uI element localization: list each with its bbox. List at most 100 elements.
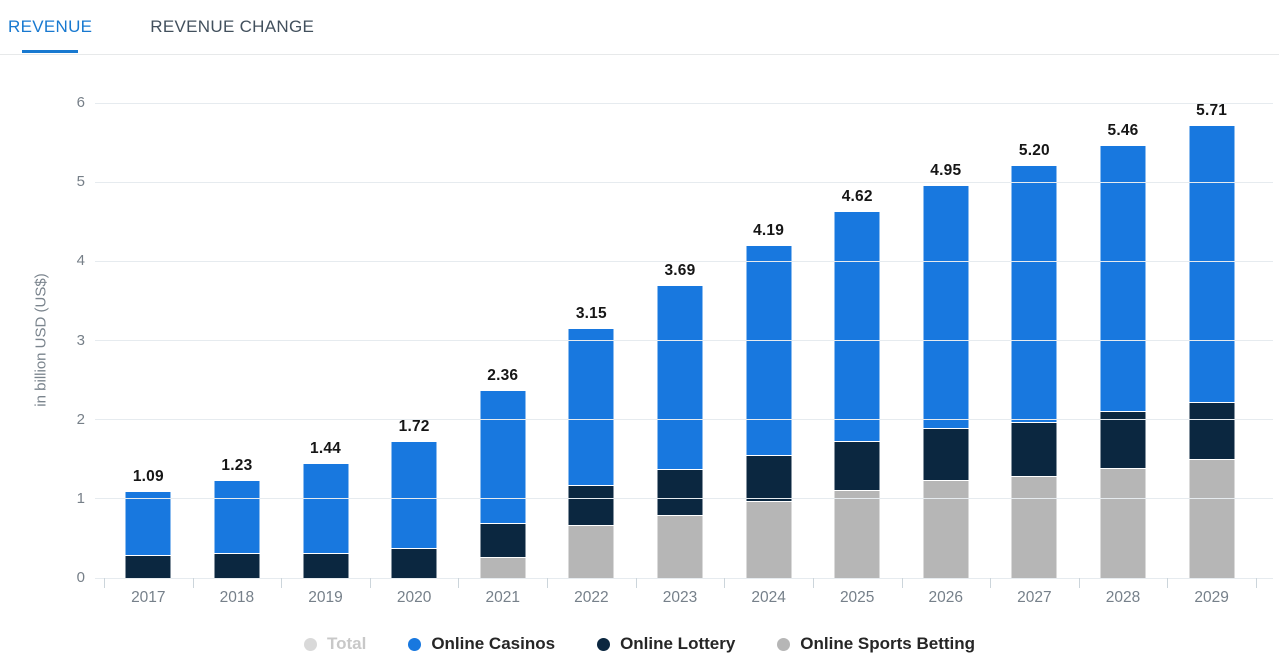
legend-item-online-casinos[interactable]: Online Casinos <box>408 634 555 654</box>
x-axis-tick <box>104 578 105 588</box>
bar-column-2025: 4.62 2025 <box>813 103 902 606</box>
x-axis-tick <box>1256 578 1257 588</box>
bar-column-2019: 1.44 2019 <box>281 103 370 606</box>
bar-value-label-2018: 1.23 <box>221 456 253 474</box>
bar-segment-online-casinos[interactable] <box>568 328 614 486</box>
bar-value-label-2019: 1.44 <box>310 440 341 457</box>
bar-segment-online-lottery[interactable] <box>834 441 880 491</box>
bar-segment-online-lottery[interactable] <box>1189 402 1235 460</box>
bar-segment-online-lottery[interactable] <box>214 553 260 578</box>
bar-column-2026: 4.95 2026 <box>901 103 990 606</box>
bar-segment-online-casinos[interactable] <box>657 285 703 469</box>
bar-segment-online-lottery[interactable] <box>657 468 703 515</box>
x-axis-tick <box>990 578 992 588</box>
bar-column-2020: 1.72 2020 <box>370 103 459 606</box>
bar-segment-online-lottery[interactable] <box>568 485 614 525</box>
plot-area: 1.09 2017 1.23 2018 1.44 2019 1.72 2020 2.36 2021… <box>95 101 1273 606</box>
tab-revenue[interactable]: REVENUE <box>8 0 92 54</box>
bar-segment-online-lottery[interactable] <box>391 547 437 578</box>
stacked-bar-2019[interactable] <box>303 464 349 578</box>
bar-segment-online-sports-betting[interactable] <box>923 479 969 578</box>
gridline-1 <box>95 498 1273 500</box>
bar-segment-online-casinos[interactable] <box>480 391 526 523</box>
x-tick-label-2022: 2022 <box>574 589 609 606</box>
stacked-bar-2018[interactable] <box>214 480 260 578</box>
legend-dot-total-icon <box>303 637 317 651</box>
x-tick-label-2028: 2028 <box>1105 589 1141 606</box>
bar-segment-online-casinos[interactable] <box>834 212 880 442</box>
x-tick-label-2025: 2025 <box>839 589 875 606</box>
bar-segment-online-lottery[interactable] <box>125 555 171 578</box>
x-axis-tick <box>1078 578 1080 588</box>
legend-item-total[interactable]: Total <box>303 634 366 654</box>
bar-segment-online-lottery[interactable] <box>1011 422 1057 476</box>
bar-segment-online-lottery[interactable] <box>303 552 349 578</box>
bar-segment-online-sports-betting[interactable] <box>746 501 792 578</box>
bar-segment-online-casinos[interactable] <box>391 441 437 548</box>
legend-dot-online-sports-betting-icon <box>777 637 791 651</box>
bar-segment-online-sports-betting[interactable] <box>568 524 614 578</box>
bar-segment-online-casinos[interactable] <box>1189 125 1235 403</box>
bar-segment-online-sports-betting[interactable] <box>1189 459 1235 578</box>
tab-revenue-change[interactable]: REVENUE CHANGE <box>150 17 315 36</box>
x-axis-tick <box>901 578 903 588</box>
y-axis-title: in billion USD (US$) <box>32 273 50 407</box>
bar-segment-online-sports-betting[interactable] <box>1100 467 1146 578</box>
legend: Total Online Casinos Online Lottery Online … <box>0 634 1279 654</box>
stacked-bar-2025[interactable] <box>834 212 880 578</box>
bar-segment-online-casinos[interactable] <box>1011 166 1057 423</box>
legend-dot-online-lottery-icon <box>597 637 611 651</box>
gridline-4 <box>95 260 1273 262</box>
stacked-bar-2028[interactable] <box>1100 145 1146 578</box>
x-tick-label-2020: 2020 <box>396 589 432 606</box>
bar-segment-online-sports-betting[interactable] <box>480 556 526 578</box>
stacked-bar-2026[interactable] <box>923 186 969 578</box>
legend-item-online-lottery[interactable]: Online Lottery <box>597 634 735 654</box>
x-tick-label-2024: 2024 <box>751 589 786 606</box>
bar-segment-online-sports-betting[interactable] <box>1011 475 1057 578</box>
x-tick-label-2029: 2029 <box>1194 589 1229 606</box>
bar-value-label-2023: 3.69 <box>664 261 696 279</box>
stacked-bar-2023[interactable] <box>657 285 703 578</box>
stacked-bar-2022[interactable] <box>568 328 614 578</box>
legend-item-online-sports-betting[interactable]: Online Sports Betting <box>777 634 975 654</box>
bar-segment-online-casinos[interactable] <box>746 246 792 455</box>
bar-column-2027: 5.20 2027 <box>990 103 1079 606</box>
bar-segment-online-casinos[interactable] <box>214 480 260 554</box>
x-tick-label-2018: 2018 <box>219 589 255 606</box>
bar-segment-online-lottery[interactable] <box>923 428 969 480</box>
stacked-bar-2020[interactable] <box>391 441 437 578</box>
y-tick-label-4: 4 <box>76 252 85 270</box>
bar-value-label-2020: 1.72 <box>398 417 430 435</box>
bar-segment-online-casinos[interactable] <box>303 464 349 553</box>
bar-segment-online-sports-betting[interactable] <box>834 490 880 578</box>
gridline-6 <box>95 102 1273 104</box>
x-axis-tick <box>369 578 371 588</box>
bar-segment-online-casinos[interactable] <box>1100 145 1146 411</box>
legend-label-online-lottery: Online Lottery <box>620 634 736 653</box>
bar-value-label-2017: 1.09 <box>132 467 164 485</box>
tab-bar: REVENUE REVENUE CHANGE <box>0 0 1279 55</box>
bar-column-2028: 5.46 2028 <box>1079 103 1168 606</box>
gridline-2 <box>95 419 1273 421</box>
gridline-3 <box>95 340 1273 341</box>
bar-value-label-2029: 5.71 <box>1196 101 1228 119</box>
x-tick-label-2026: 2026 <box>928 589 964 606</box>
bar-segment-online-sports-betting[interactable] <box>657 514 703 578</box>
x-tick-label-2027: 2027 <box>1017 589 1052 606</box>
stacked-bar-2024[interactable] <box>746 246 792 578</box>
stacked-bar-2027[interactable] <box>1011 166 1057 578</box>
bar-segment-online-lottery[interactable] <box>746 454 792 502</box>
bar-segment-online-lottery[interactable] <box>1100 410 1146 468</box>
stacked-bar-2021[interactable] <box>480 391 526 578</box>
stacked-bar-2017[interactable] <box>125 491 171 578</box>
bar-value-label-2027: 5.20 <box>1018 142 1050 160</box>
bar-column-2021: 2.36 2021 <box>458 103 547 606</box>
stacked-bar-2029[interactable] <box>1189 125 1235 578</box>
bar-segment-online-casinos[interactable] <box>125 491 171 556</box>
legend-label-online-casinos: Online Casinos <box>431 634 556 653</box>
y-tick-label-0: 0 <box>76 569 85 586</box>
bar-segment-online-lottery[interactable] <box>480 522 526 557</box>
bar-segment-online-casinos[interactable] <box>923 186 969 429</box>
